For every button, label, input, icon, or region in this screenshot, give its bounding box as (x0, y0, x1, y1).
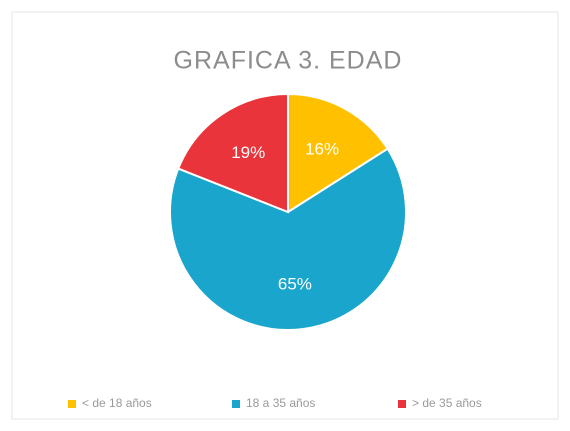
pie-slice (169, 147, 407, 331)
pie-slice (176, 92, 289, 214)
legend-label: < de 18 años (82, 396, 152, 410)
data-label: 19% (231, 143, 265, 162)
pie-slice (287, 92, 390, 214)
chart-title: GRAFICA 3. EDAD (174, 47, 403, 75)
legend-label: > de 35 años (412, 396, 482, 410)
data-label: 65% (278, 274, 312, 293)
legend-label: 18 a 35 años (246, 396, 315, 410)
legend-swatch (68, 400, 76, 408)
legend-swatch (398, 400, 406, 408)
legend-swatch (232, 400, 240, 408)
data-label: 16% (305, 139, 339, 158)
